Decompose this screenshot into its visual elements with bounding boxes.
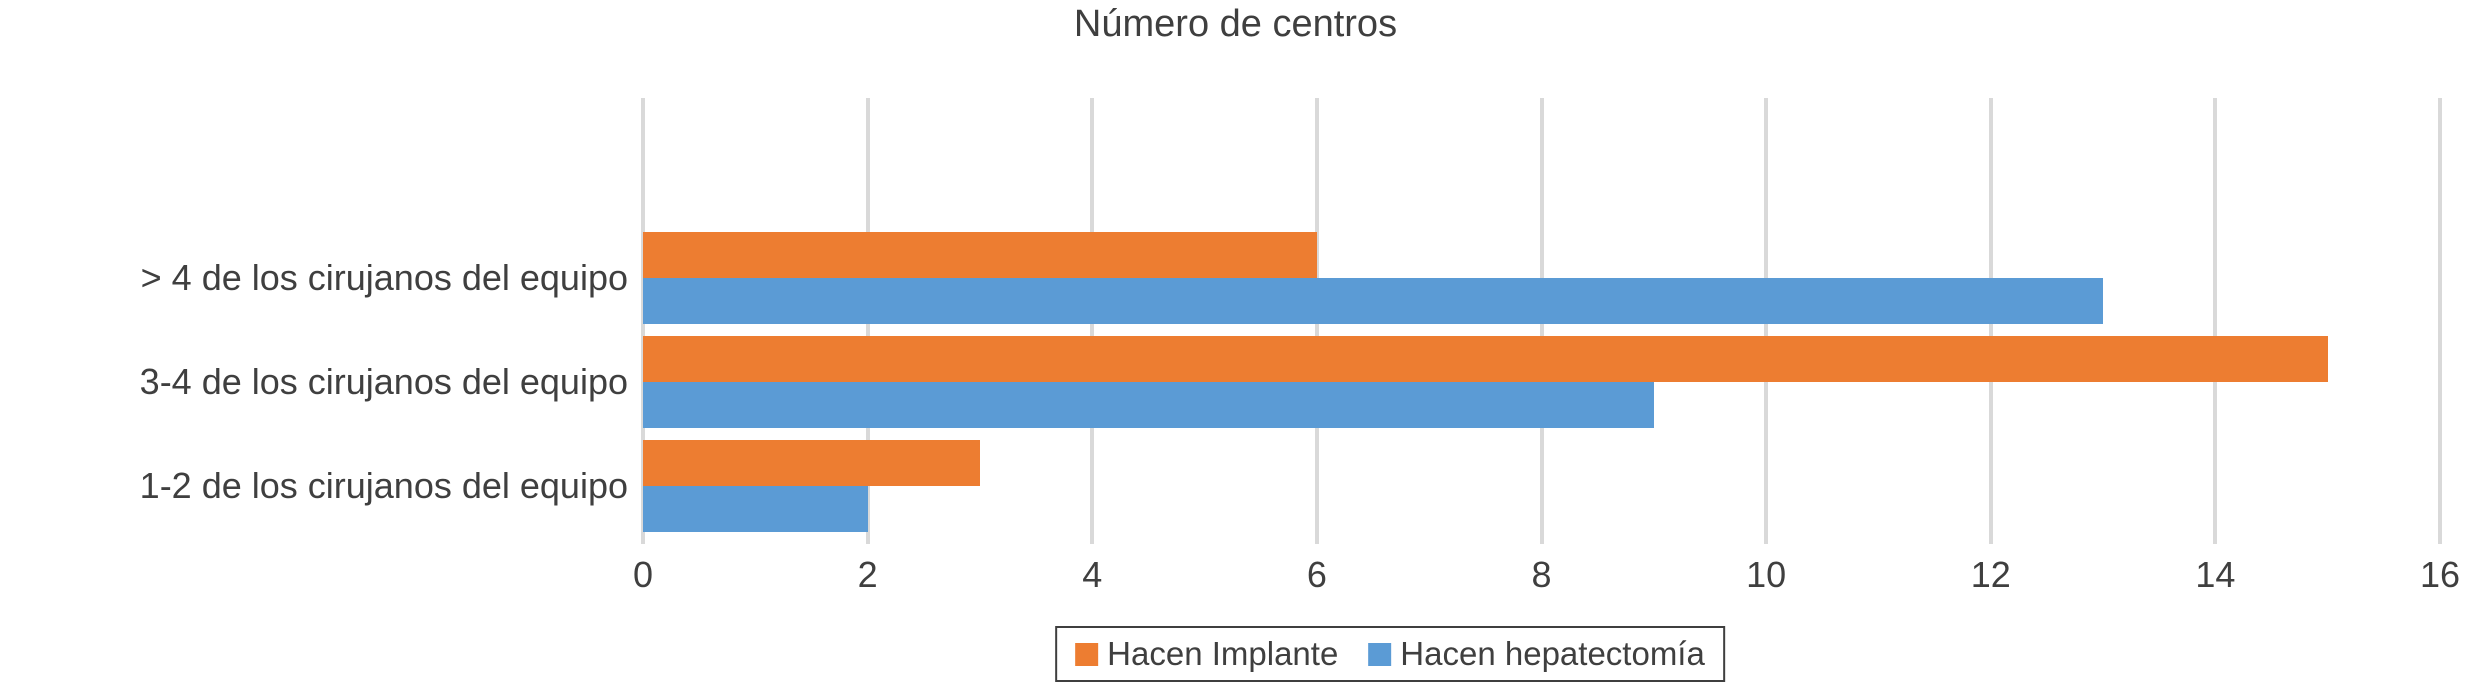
bar-series-0-category-2 <box>643 440 980 486</box>
plot-area <box>641 98 2442 544</box>
x-tick-label-0: 0 <box>632 554 654 595</box>
gridline-x-14 <box>2213 98 2218 544</box>
bar-series-0-category-0 <box>643 232 1317 278</box>
x-tick-label-10: 10 <box>1746 554 1787 595</box>
x-tick-label-14: 14 <box>2195 554 2236 595</box>
bar-series-1-category-2 <box>643 486 868 532</box>
bar-series-1-category-1 <box>643 382 1654 428</box>
chart-title: Número de centros <box>1073 3 1398 45</box>
x-tick-label-16: 16 <box>2419 554 2461 595</box>
legend-item-1: Hacen hepatectomía <box>1368 635 1705 673</box>
category-label-0: > 4 de los cirujanos del equipo <box>140 257 628 298</box>
legend-swatch-icon <box>1368 642 1392 666</box>
legend: Hacen Implante Hacen hepatectomía <box>1055 626 1725 682</box>
x-tick-label-12: 12 <box>1970 554 2011 595</box>
bar-series-0-category-1 <box>643 336 2328 382</box>
x-tick-label-6: 6 <box>1306 554 1327 595</box>
legend-label: Hacen hepatectomía <box>1400 635 1705 672</box>
x-tick-label-8: 8 <box>1531 554 1552 595</box>
legend-item-0: Hacen Implante <box>1075 635 1338 673</box>
category-label-1: 3-4 de los cirujanos del equipo <box>139 361 628 402</box>
legend-swatch-icon <box>1075 642 1099 666</box>
gridline-x-16 <box>2438 98 2442 544</box>
bar-series-1-category-0 <box>643 278 2104 324</box>
x-tick-label-2: 2 <box>857 554 878 595</box>
category-label-2: 1-2 de los cirujanos del equipo <box>139 465 628 506</box>
legend-label: Hacen Implante <box>1107 635 1339 672</box>
x-tick-label-4: 4 <box>1082 554 1103 595</box>
